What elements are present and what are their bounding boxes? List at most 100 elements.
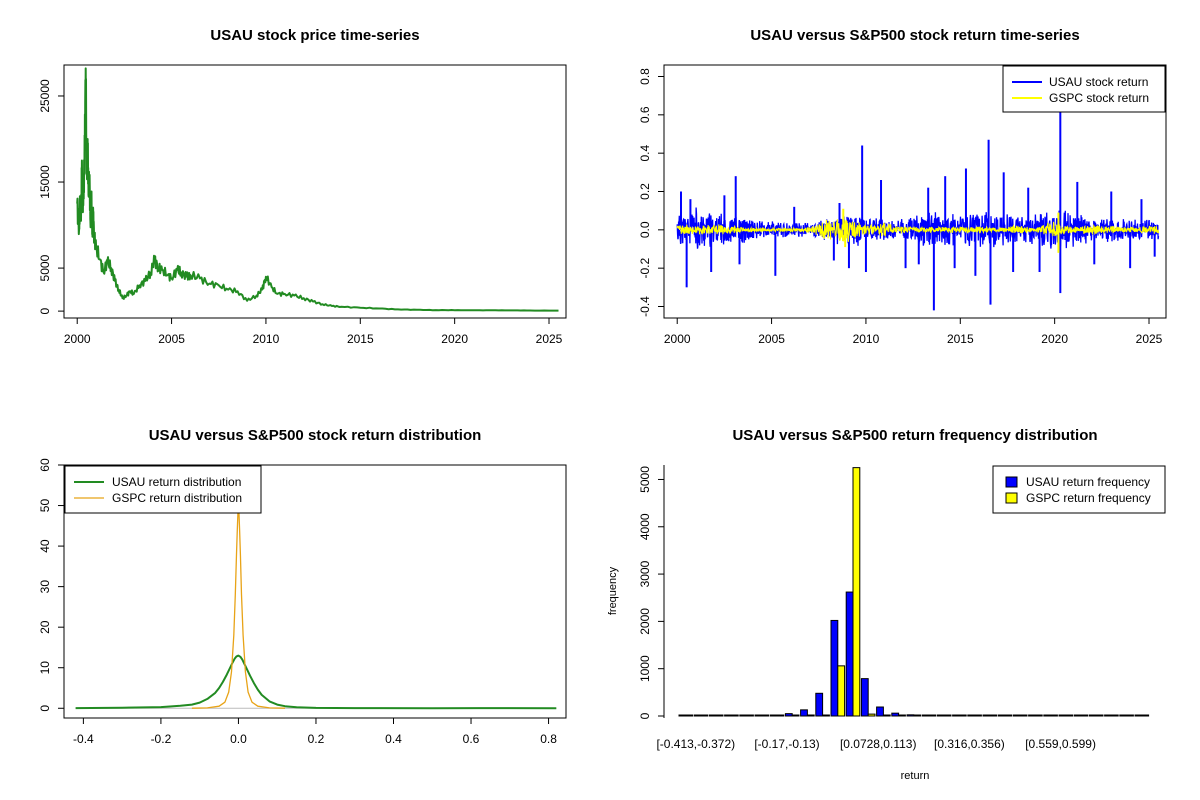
frequency-y-axis-label: frequency — [607, 566, 619, 615]
density-y-tick-label: 20 — [38, 620, 52, 634]
frequency-bar-gspc — [806, 714, 815, 717]
frequency-x-tick-label: [0.0728,0.113) — [840, 737, 917, 751]
frequency-bar-usau — [936, 714, 945, 717]
frequency-bar-gspc — [761, 714, 770, 717]
frequency-bar-usau — [967, 714, 976, 717]
price-y-tick-label: 15000 — [38, 165, 52, 199]
returns-y-tick-label: 0.0 — [638, 221, 652, 238]
frequency-bar-usau — [1058, 714, 1067, 717]
frequency-x-tick-label: [-0.17,-0.13) — [754, 737, 819, 751]
price-chart-panel: USAU stock price time-series 2000 2005 201… — [38, 27, 567, 346]
frequency-bar-usau — [678, 714, 687, 717]
price-x-tick-label: 2010 — [253, 332, 280, 346]
frequency-bar-gspc — [852, 467, 861, 717]
frequency-bar-gspc — [700, 714, 709, 717]
returns-series-gspc — [676, 208, 1160, 253]
frequency-bar-usau — [1073, 714, 1082, 717]
frequency-bar-gspc — [974, 714, 982, 717]
density-x-tick-label: 0.0 — [230, 732, 247, 746]
returns-x-tick-label: 2005 — [758, 332, 785, 346]
frequency-bar-usau — [693, 714, 702, 717]
density-x-tick-label: 0.2 — [308, 732, 325, 746]
frequency-bars-group — [678, 467, 1150, 717]
returns-y-tick-label: -0.2 — [638, 258, 652, 279]
price-x-tick-label: 2025 — [536, 332, 563, 346]
returns-legend-box — [1002, 65, 1166, 113]
returns-y-tick-label: 0.8 — [638, 68, 652, 85]
frequency-bar-usau — [1119, 714, 1128, 717]
density-x-tick-label: 0.8 — [540, 732, 557, 746]
frequency-x-tick-label: [-0.413,-0.372) — [656, 737, 735, 751]
density-x-tick-label: 0.4 — [385, 732, 402, 746]
returns-x-tick-label: 2020 — [1041, 332, 1068, 346]
frequency-bar-gspc — [898, 714, 906, 717]
frequency-x-tick-label: [0.316,0.356) — [934, 737, 1005, 751]
frequency-x-axis: [-0.413,-0.372) [-0.17,-0.13) [0.0728,0.11… — [656, 737, 1096, 751]
frequency-bar-gspc — [715, 714, 724, 717]
frequency-legend-swatch-gspc — [1005, 492, 1018, 504]
density-legend-label-usau: USAU return distribution — [112, 475, 241, 489]
frequency-y-axis: 0 1000 2000 3000 4000 5000 — [638, 466, 664, 719]
density-x-tick-label: 0.6 — [463, 732, 480, 746]
returns-y-tick-label: -0.4 — [638, 296, 652, 317]
returns-x-tick-label: 2010 — [853, 332, 880, 346]
density-y-tick-label: 0 — [38, 705, 52, 712]
frequency-bar-gspc — [1019, 714, 1028, 717]
frequency-legend-swatch-usau — [1005, 476, 1018, 488]
frequency-bar-gspc — [776, 714, 785, 717]
density-line-gspc — [191, 504, 286, 709]
frequency-y-tick-label: 5000 — [638, 466, 652, 493]
frequency-bar-usau — [724, 714, 732, 717]
density-legend: USAU return distribution GSPC return dis… — [64, 465, 262, 514]
density-y-tick-label: 50 — [38, 499, 52, 513]
frequency-bar-usau — [876, 706, 884, 717]
frequency-bar-gspc — [913, 714, 922, 717]
frequency-bar-gspc — [1050, 714, 1058, 717]
returns-legend-label-gspc: GSPC stock return — [1049, 91, 1149, 105]
frequency-bar-gspc — [822, 714, 830, 717]
price-y-tick-label: 5000 — [38, 254, 52, 281]
price-y-tick-label: 25000 — [38, 79, 52, 113]
price-x-axis: 2000 2005 2010 2015 2020 2025 — [64, 317, 563, 346]
frequency-bar-gspc — [882, 714, 891, 717]
frequency-bar-gspc — [928, 714, 937, 717]
frequency-bar-usau — [997, 714, 1006, 717]
frequency-chart-panel: USAU versus S&P500 return frequency dist… — [607, 427, 1166, 782]
frequency-bar-gspc — [958, 714, 967, 717]
frequency-bar-usau — [739, 714, 748, 717]
density-x-tick-label: -0.4 — [73, 732, 94, 746]
frequency-bar-gspc — [867, 713, 876, 717]
frequency-bar-gspc — [1095, 714, 1104, 717]
density-chart-panel: USAU versus S&P500 stock return distribu… — [38, 427, 567, 746]
price-x-tick-label: 2015 — [347, 332, 374, 346]
frequency-bar-gspc — [730, 714, 739, 717]
density-x-axis: -0.4 -0.2 0.0 0.2 0.4 0.6 0.8 — [73, 717, 557, 746]
returns-line-gspc — [676, 219, 1160, 242]
returns-x-tick-label: 2025 — [1136, 332, 1163, 346]
frequency-bar-usau — [815, 692, 824, 717]
frequency-y-tick-label: 2000 — [638, 608, 652, 635]
frequency-bar-usau — [1012, 714, 1021, 717]
density-y-tick-label: 30 — [38, 580, 52, 594]
returns-x-tick-label: 2015 — [947, 332, 974, 346]
returns-series-group — [676, 111, 1160, 311]
density-y-tick-label: 10 — [38, 661, 52, 675]
returns-legend-label-usau: USAU stock return — [1049, 75, 1148, 89]
frequency-bar-gspc — [1080, 714, 1089, 717]
frequency-y-tick-label: 3000 — [638, 560, 652, 587]
frequency-bar-usau — [830, 619, 839, 717]
frequency-bar-gspc — [837, 665, 846, 717]
density-line-usau — [75, 654, 557, 710]
price-plot-frame — [63, 64, 567, 319]
price-chart-title: USAU stock price time-series — [210, 27, 419, 44]
frequency-bar-usau — [1043, 714, 1052, 717]
frequency-bar-usau — [921, 714, 930, 717]
frequency-x-tick-label: [0.559,0.599) — [1025, 737, 1096, 751]
frequency-bar-usau — [1028, 714, 1036, 717]
frequency-bar-usau — [1088, 714, 1097, 717]
price-y-axis: 0 5000 15000 25000 — [38, 79, 65, 314]
frequency-bar-usau — [982, 714, 991, 717]
frequency-bar-gspc — [1065, 714, 1074, 717]
returns-x-tick-label: 2000 — [664, 332, 691, 346]
returns-legend: USAU stock return GSPC stock return — [1002, 65, 1166, 113]
